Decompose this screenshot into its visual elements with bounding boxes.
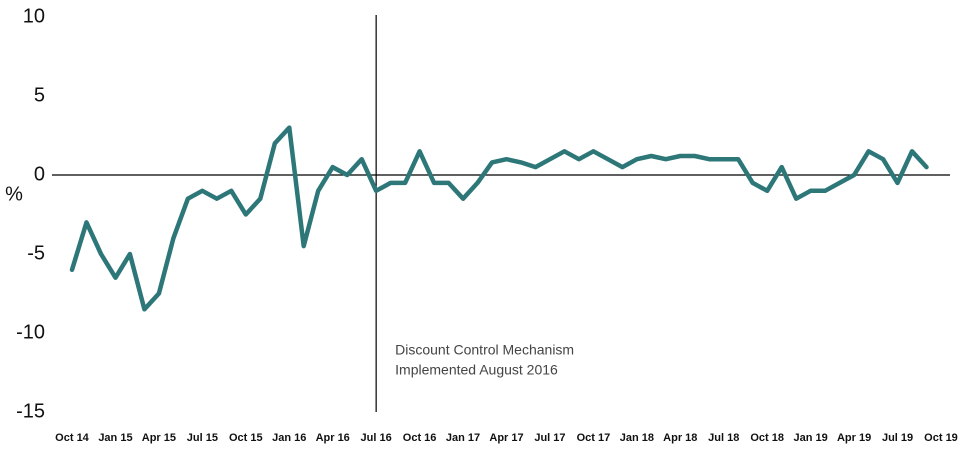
x-tick-label: Jan 15 xyxy=(98,432,132,444)
y-tick-label: 5 xyxy=(34,84,45,106)
x-tick-label: Apr 18 xyxy=(663,432,697,444)
x-tick-label: Apr 19 xyxy=(837,432,871,444)
x-tick-label: Oct 16 xyxy=(403,432,437,444)
x-tick-label: Oct 17 xyxy=(577,432,611,444)
x-tick-label: Jan 18 xyxy=(620,432,654,444)
x-tick-label: Jul 19 xyxy=(882,432,913,444)
x-tick-label: Jul 15 xyxy=(187,432,218,444)
y-tick-label: 0 xyxy=(34,163,45,185)
x-tick-label: Oct 19 xyxy=(924,432,958,444)
x-tick-label: Jan 16 xyxy=(272,432,306,444)
x-tick-label: Jul 17 xyxy=(534,432,565,444)
x-tick-label: Jan 19 xyxy=(794,432,828,444)
y-tick-label: 10 xyxy=(23,5,45,27)
x-tick-label: Jul 16 xyxy=(361,432,392,444)
x-tick-label: Jul 18 xyxy=(708,432,739,444)
x-tick-label: Oct 15 xyxy=(229,432,263,444)
x-tick-label: Jan 17 xyxy=(446,432,480,444)
annotation-text: Implemented August 2016 xyxy=(395,362,558,378)
x-tick-label: Apr 16 xyxy=(316,432,350,444)
y-tick-label: -10 xyxy=(16,321,45,343)
x-tick-label: Apr 15 xyxy=(142,432,176,444)
data-line xyxy=(69,125,929,312)
y-tick-label: -15 xyxy=(16,400,45,422)
x-tick-label: Oct 18 xyxy=(750,432,784,444)
annotation-text: Discount Control Mechanism xyxy=(395,342,574,358)
x-tick-label: Oct 14 xyxy=(55,432,90,444)
x-tick-label: Apr 17 xyxy=(489,432,523,444)
y-tick-label: -5 xyxy=(27,242,45,264)
y-axis-label: % xyxy=(5,183,23,205)
